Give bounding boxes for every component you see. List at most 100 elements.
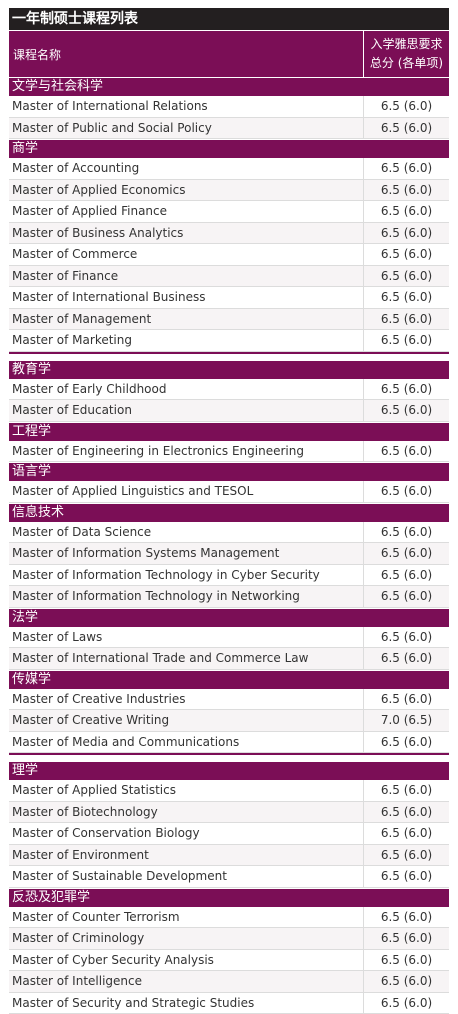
course-name: Master of Applied Statistics (9, 780, 363, 801)
course-name: Master of Applied Economics (9, 180, 363, 201)
ielts-score: 6.5 (6.0) (363, 180, 449, 201)
course-name: Master of Counter Terrorism (9, 907, 363, 928)
ielts-score: 6.5 (6.0) (363, 522, 449, 543)
course-name: Master of Management (9, 309, 363, 330)
course-name: Master of Business Analytics (9, 223, 363, 244)
course-name: Master of Applied Linguistics and TESOL (9, 481, 363, 502)
course-name: Master of Creative Writing (9, 710, 363, 731)
ielts-score: 6.5 (6.0) (363, 223, 449, 244)
course-name: Master of Education (9, 400, 363, 421)
ielts-score: 6.5 (6.0) (363, 845, 449, 866)
ielts-score: 6.5 (6.0) (363, 118, 449, 139)
ielts-score: 6.5 (6.0) (363, 866, 449, 887)
course-name: Master of Finance (9, 266, 363, 287)
table-row: Master of Security and Strategic Studies… (9, 993, 449, 1014)
ielts-score: 6.5 (6.0) (363, 971, 449, 992)
ielts-score: 6.5 (6.0) (363, 950, 449, 971)
course-name: Master of Security and Strategic Studies (9, 993, 363, 1014)
ielts-score: 6.5 (6.0) (363, 732, 449, 753)
course-name: Master of Applied Finance (9, 201, 363, 222)
category-header: 工程学 (9, 422, 449, 441)
ielts-score: 6.5 (6.0) (363, 627, 449, 648)
ielts-score: 6.5 (6.0) (363, 648, 449, 669)
course-name: Master of Public and Social Policy (9, 118, 363, 139)
course-name: Master of Commerce (9, 244, 363, 265)
course-name: Master of Cyber Security Analysis (9, 950, 363, 971)
ielts-header-line1: 入学雅思要求 (370, 35, 442, 54)
course-name: Master of Early Childhood (9, 379, 363, 400)
ielts-score: 6.5 (6.0) (363, 287, 449, 308)
table-row: Master of International Trade and Commer… (9, 648, 449, 670)
course-name: Master of International Business (9, 287, 363, 308)
table-row: Master of Information Technology in Netw… (9, 586, 449, 608)
ielts-score: 6.5 (6.0) (363, 441, 449, 462)
course-name: Master of Criminology (9, 928, 363, 949)
ielts-header-line2: 总分 (各单项) (370, 54, 443, 73)
table-row: Master of Information Technology in Cybe… (9, 565, 449, 587)
ielts-score: 6.5 (6.0) (363, 201, 449, 222)
ielts-score: 6.5 (6.0) (363, 823, 449, 844)
course-name: Master of Intelligence (9, 971, 363, 992)
ielts-score: 6.5 (6.0) (363, 993, 449, 1014)
ielts-score: 6.5 (6.0) (363, 266, 449, 287)
ielts-score: 6.5 (6.0) (363, 96, 449, 117)
ielts-score: 6.5 (6.0) (363, 565, 449, 586)
course-name: Master of Conservation Biology (9, 823, 363, 844)
ielts-score: 6.5 (6.0) (363, 481, 449, 502)
category-header: 信息技术 (9, 503, 449, 522)
course-name: Master of Marketing (9, 330, 363, 351)
course-name: Master of Accounting (9, 158, 363, 179)
ielts-score: 6.5 (6.0) (363, 586, 449, 607)
course-name: Master of International Relations (9, 96, 363, 117)
table-header: 课程名称 入学雅思要求 总分 (各单项) (9, 30, 449, 77)
category-header: 商学 (9, 139, 449, 158)
ielts-score: 6.5 (6.0) (363, 400, 449, 421)
category-header: 反恐及犯罪学 (9, 888, 449, 907)
ielts-score: 6.5 (6.0) (363, 330, 449, 351)
ielts-score: 6.5 (6.0) (363, 802, 449, 823)
ielts-score: 6.5 (6.0) (363, 907, 449, 928)
ielts-score: 6.5 (6.0) (363, 244, 449, 265)
table-title: 一年制硕士课程列表 (9, 8, 449, 30)
course-name: Master of Information Systems Management (9, 543, 363, 564)
ielts-header: 入学雅思要求 总分 (各单项) (363, 31, 449, 77)
ielts-score: 6.5 (6.0) (363, 379, 449, 400)
course-name: Master of Creative Industries (9, 689, 363, 710)
course-name: Master of Laws (9, 627, 363, 648)
table-row: Master of Engineering in Electronics Eng… (9, 441, 449, 463)
course-name: Master of Biotechnology (9, 802, 363, 823)
ielts-score: 6.5 (6.0) (363, 543, 449, 564)
course-name: Master of Sustainable Development (9, 866, 363, 887)
category-header: 文学与社会科学 (9, 77, 449, 96)
category-header: 理学 (9, 761, 449, 780)
course-name: Master of Environment (9, 845, 363, 866)
ielts-score: 6.5 (6.0) (363, 780, 449, 801)
table-row: Master of Information Systems Management… (9, 543, 449, 565)
course-name: Master of Data Science (9, 522, 363, 543)
category-header: 传媒学 (9, 670, 449, 689)
category-header: 法学 (9, 608, 449, 627)
